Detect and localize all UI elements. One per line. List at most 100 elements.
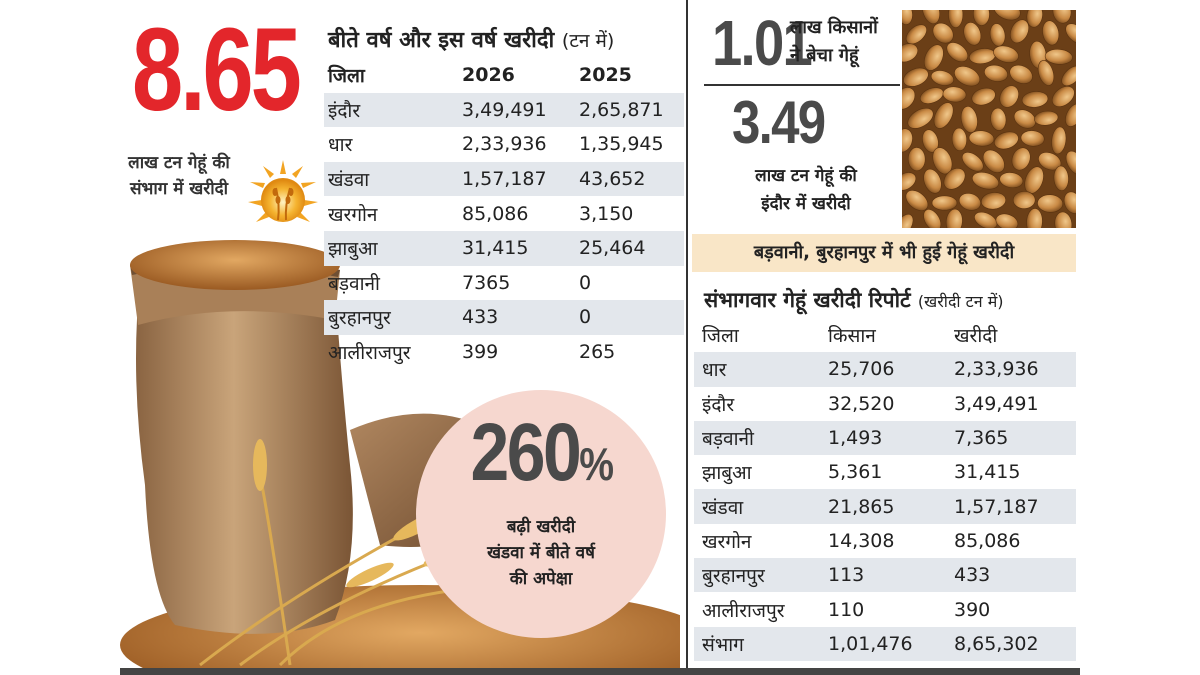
purchase-cell: 31,415	[954, 461, 1021, 484]
district-cell: बड़वानी	[694, 420, 820, 456]
indore-caption-line2: इंदौर में खरीदी	[761, 194, 851, 214]
headline-caption-line2: संभाग में खरीदी	[129, 179, 229, 199]
table-row: आलीराजपुर 399 265	[324, 335, 684, 370]
table-row: खरगोन 85,086 3,150	[324, 196, 684, 231]
purchase-cell: 390	[954, 598, 991, 621]
headline-caption: लाख टन गेहूं की संभाग में खरीदी	[120, 150, 238, 202]
value-2026-cell: 31,415	[458, 230, 575, 266]
value-2025-cell: 265	[579, 341, 616, 364]
value-2025-cell: 1,35,945	[579, 133, 664, 156]
sun-wheat-logo-icon	[248, 160, 318, 222]
table-row: खंडवा 21,865 1,57,187	[694, 489, 1076, 524]
growth-value: 260%	[435, 406, 648, 500]
district-cell: आलीराजपुर	[702, 599, 785, 622]
indore-caption: लाख टन गेहूं की इंदौर में खरीदी	[708, 162, 904, 218]
district-cell: बुरहानपुर	[324, 300, 458, 335]
district-cell: इंदौर	[702, 393, 735, 416]
value-2025-cell: 2,65,871	[575, 92, 684, 128]
total-row: संभाग 1,01,476 8,65,302	[694, 626, 1076, 661]
district-cell: इंदौर	[324, 92, 458, 128]
table-row: झाबुआ 5,361 31,415	[694, 455, 1076, 489]
value-2025-cell: 0	[575, 300, 684, 335]
district-cell: संभाग	[694, 626, 820, 661]
column-header: जिला	[328, 65, 365, 88]
farmers-cell: 25,706	[820, 352, 946, 387]
value-2025-cell: 3,150	[579, 202, 634, 225]
table-row: खरगोन 14,308 85,086	[694, 524, 1076, 558]
table-row: बड़वानी 1,493 7,365	[694, 420, 1076, 456]
infographic: 8.65 लाख टन गेहूं की संभाग में खरीदी	[120, 0, 1080, 675]
table-row: इंदौर 3,49,491 2,65,871	[324, 92, 684, 128]
purchase-cell: 3,49,491	[954, 392, 1039, 415]
stat-divider	[704, 84, 900, 86]
growth-caption: बढ़ी खरीदी खंडवा में बीते वर्ष की अपेक्ष…	[416, 514, 666, 592]
column-header: जिला	[702, 325, 739, 348]
purchase-cell: 7,365	[946, 420, 1076, 456]
farmers-cell: 1,493	[820, 420, 946, 456]
purchase-cell: 433	[946, 558, 1076, 593]
table-row: बुरहानपुर 113 433	[694, 558, 1076, 593]
headline-caption-line1: लाख टन गेहूं की	[128, 153, 230, 173]
table-row: बड़वानी 7365 0	[324, 266, 684, 301]
district-cell: बुरहानपुर	[694, 558, 820, 593]
farmers-cell: 21,865	[820, 489, 946, 524]
district-cell: धार	[328, 134, 353, 157]
farmers-cell: 113	[820, 558, 946, 593]
comparison-table-title: बीते वर्ष और इस वर्ष खरीदी (टन में)	[328, 24, 614, 54]
value-2026-cell: 433	[458, 300, 575, 335]
value-2025-cell: 43,652	[575, 161, 684, 197]
column-divider	[686, 0, 688, 668]
farmers-caption-line2: ने बेचा गेहूं	[790, 45, 859, 66]
division-report-table: जिला किसान खरीदी धार 25,706 2,33,936 इंद…	[694, 318, 1076, 661]
growth-number: 260	[470, 407, 582, 498]
table-header-row: जिला किसान खरीदी	[694, 318, 1076, 352]
headline-value: 8.65	[132, 4, 302, 136]
growth-callout: 260% बढ़ी खरीदी खंडवा में बीते वर्ष की अ…	[416, 390, 666, 638]
district-cell: झाबुआ	[324, 230, 458, 266]
value-2026-cell: 7365	[462, 271, 511, 294]
growth-caption-line2: खंडवा में बीते वर्ष	[487, 543, 595, 563]
district-cell: खरगोन	[702, 530, 752, 553]
growth-caption-line1: बढ़ी खरीदी	[506, 517, 576, 537]
bottom-rule	[120, 668, 1080, 675]
wheat-grains-photo	[902, 10, 1076, 228]
value-2026-cell: 85,086	[462, 202, 529, 225]
division-title-unit: (खरीदी टन में)	[917, 292, 1004, 311]
purchase-cell: 2,33,936	[946, 352, 1076, 387]
growth-percent-sign: %	[579, 438, 614, 490]
purchase-cell: 1,57,187	[946, 489, 1076, 524]
farmers-cell: 14,308	[828, 529, 895, 552]
farmers-cell: 1,01,476	[820, 626, 946, 661]
purchase-cell: 85,086	[954, 529, 1021, 552]
value-2025-cell: 0	[579, 271, 592, 294]
district-cell: बड़वानी	[328, 272, 380, 295]
table-row: बुरहानपुर 433 0	[324, 300, 684, 335]
table-header-row: जिला 2026 2025	[324, 58, 684, 93]
farmers-caption-line1: लाख किसानों	[790, 17, 878, 38]
division-report-title: संभागवार गेहूं खरीदी रिपोर्ट (खरीदी टन म…	[704, 286, 1004, 314]
table-row: इंदौर 32,520 3,49,491	[694, 387, 1076, 421]
purchase-cell: 8,65,302	[946, 626, 1076, 661]
column-header: खरीदी	[954, 325, 998, 348]
value-2026-cell: 1,57,187	[458, 161, 575, 197]
column-header: किसान	[828, 325, 876, 348]
farmers-caption: लाख किसानों ने बेचा गेहूं	[790, 14, 878, 70]
table-row: झाबुआ 31,415 25,464	[324, 230, 684, 266]
district-cell: खंडवा	[694, 489, 820, 524]
farmers-value: 1.01	[712, 7, 813, 79]
comparison-table: जिला 2026 2025 इंदौर 3,49,491 2,65,871 ध…	[324, 58, 684, 369]
indore-value: 3.49	[732, 89, 826, 156]
farmers-cell: 5,361	[828, 461, 883, 484]
comparison-title-text: बीते वर्ष और इस वर्ष खरीदी	[328, 28, 555, 53]
column-header: 2026	[462, 64, 515, 87]
value-2026-cell: 3,49,491	[458, 92, 575, 128]
district-cell: खरगोन	[328, 203, 378, 226]
indore-caption-line1: लाख टन गेहूं की	[755, 166, 857, 186]
division-title-text: संभागवार गेहूं खरीदी रिपोर्ट	[704, 288, 911, 312]
district-cell: धार	[694, 352, 820, 387]
comparison-title-unit: (टन में)	[561, 30, 615, 52]
growth-caption-line3: की अपेक्षा	[509, 569, 573, 589]
banner: बड़वानी, बुरहानपुर में भी हुई गेहूं खरीद…	[692, 234, 1076, 272]
table-row: आलीराजपुर 110 390	[694, 592, 1076, 626]
farmers-cell: 110	[828, 598, 865, 621]
